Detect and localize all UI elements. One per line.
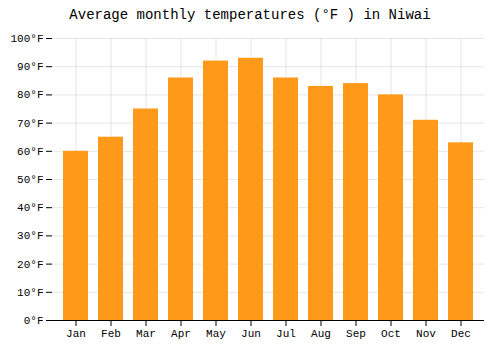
svg-text:10°F: 10°F: [17, 287, 43, 299]
svg-text:70°F: 70°F: [17, 118, 43, 130]
svg-text:Sep: Sep: [346, 328, 366, 340]
svg-text:Nov: Nov: [416, 328, 436, 340]
svg-text:Dec: Dec: [451, 328, 471, 340]
svg-text:Jun: Jun: [241, 328, 261, 340]
svg-text:Aug: Aug: [311, 328, 331, 340]
html-text:Average monthly temperatures (: Average monthly temperatures (°F ) in Ni…: [69, 7, 431, 23]
svg-text:May: May: [206, 328, 226, 340]
svg-text:100°F: 100°F: [10, 33, 43, 45]
svg-text:40°F: 40°F: [17, 202, 43, 214]
svg-text:Mar: Mar: [136, 328, 156, 340]
svg-text:Jul: Jul: [276, 328, 296, 340]
svg-text:30°F: 30°F: [17, 230, 43, 242]
svg-text:0°F: 0°F: [24, 315, 44, 327]
svg-text:80°F: 80°F: [17, 89, 43, 101]
svg-text:Jan: Jan: [66, 328, 86, 340]
svg-text:Oct: Oct: [381, 328, 401, 340]
svg-text:90°F: 90°F: [17, 61, 43, 73]
svg-text:50°F: 50°F: [17, 174, 43, 186]
svg-text:60°F: 60°F: [17, 146, 43, 158]
svg-text:20°F: 20°F: [17, 259, 43, 271]
svg-text:Apr: Apr: [171, 328, 191, 340]
svg-text:Feb: Feb: [101, 328, 121, 340]
